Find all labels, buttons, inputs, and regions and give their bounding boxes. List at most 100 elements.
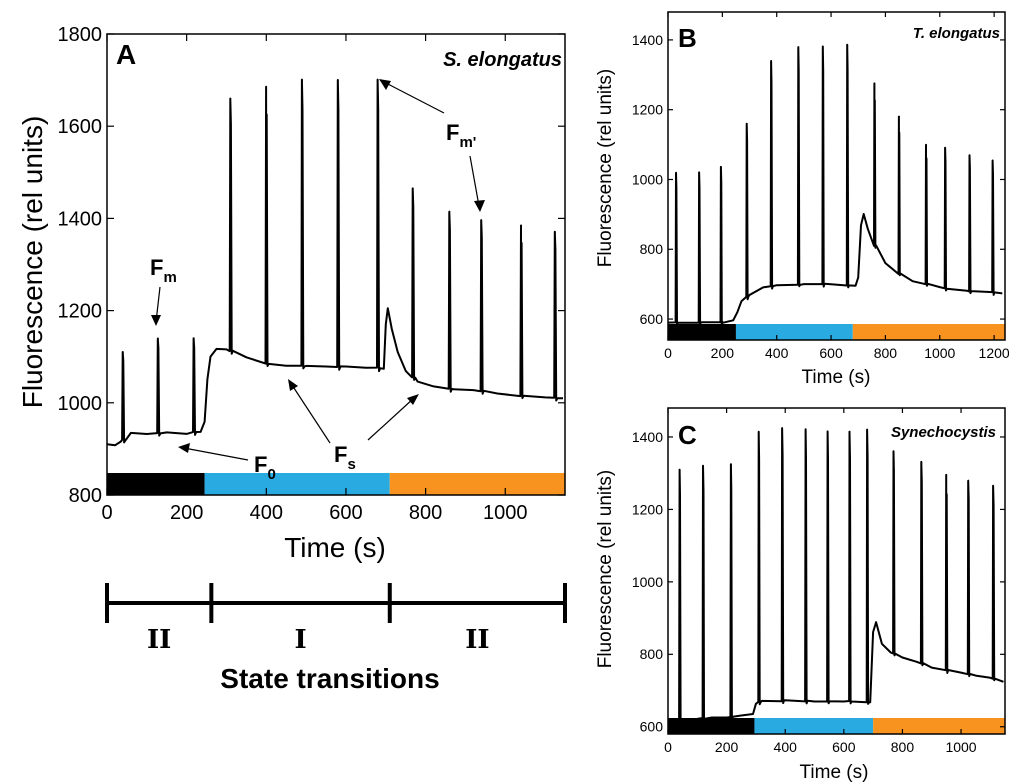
panel-b-trace <box>667 43 1003 327</box>
panel-b-letter: B <box>678 23 697 53</box>
panel-a-ytick-label-5: 1800 <box>58 24 103 46</box>
panel-a-spike-8 <box>412 187 414 190</box>
panel-c-ytick-label-3: 1200 <box>632 501 663 517</box>
panel-b-ytick-label-0: 600 <box>640 311 664 327</box>
panel-b-spike-12 <box>968 154 971 156</box>
panel-c-xtick-label-1: 200 <box>715 739 739 755</box>
panel-a-xtick-label-2: 400 <box>250 502 283 524</box>
panel-a-frame <box>106 33 566 496</box>
state-transitions-label: State transitions <box>220 663 439 694</box>
panel-a-xtick-label-5: 1000 <box>483 502 528 524</box>
panel-b-spike-13 <box>991 159 994 162</box>
panel-c-xtick-label-0: 0 <box>664 739 672 755</box>
panel-a-ytick-label-2: 1200 <box>58 301 103 323</box>
panel-c-spike-3 <box>758 430 760 433</box>
panel-b-spike-2 <box>720 166 722 169</box>
panel-a-xtick-label-3: 600 <box>329 502 362 524</box>
panel-b-xtick-label-4: 800 <box>874 345 898 361</box>
panel-c-xlabel: Time (s) <box>800 762 869 783</box>
panel-c-spike-9 <box>892 450 895 453</box>
panel-a-xtick-label-1: 200 <box>170 502 203 524</box>
fs-arrow-2 <box>367 397 415 441</box>
panel-b-spike-9 <box>898 115 900 118</box>
state-label-1: I <box>294 625 306 655</box>
panel-b-title: T. elongatus <box>913 25 1000 42</box>
panel-a-spike-4 <box>265 86 268 88</box>
fmp-arrowhead-2 <box>474 200 485 212</box>
panel-b-xtick-label-2: 400 <box>765 345 789 361</box>
panel-a-ytick-label-1: 1000 <box>58 393 103 415</box>
panel-a-xlabel: Time (s) <box>284 532 386 563</box>
panel-a-spike-6 <box>337 79 339 81</box>
panel-b-ytick-label-1: 800 <box>640 241 664 257</box>
panel-c-spike-12 <box>967 479 970 482</box>
panel-b-xtick-label-6: 1200 <box>979 345 1009 361</box>
fmp-arrowhead-1 <box>379 79 391 90</box>
panel-b-spike-10 <box>925 143 927 146</box>
panel-a-xtick-label-0: 0 <box>101 502 112 524</box>
fm-arrowhead <box>151 315 161 326</box>
fmp-arrow-2 <box>469 155 480 207</box>
panel-b-spike-0 <box>675 171 677 174</box>
f0-arrow <box>183 447 249 461</box>
panel-c-spike-6 <box>826 430 829 433</box>
panel-c-xtick-label-4: 800 <box>891 739 915 755</box>
panel-c-spike-7 <box>848 430 851 433</box>
panel-b-xtick-label-1: 200 <box>711 345 735 361</box>
panel-c-light-bar-2 <box>873 718 1005 734</box>
fs-arrow-1 <box>291 384 331 444</box>
fs-arrowhead-1 <box>288 379 298 391</box>
panel-c-light-bar-1 <box>754 718 874 734</box>
state-transitions: State transitions II I II <box>105 583 567 694</box>
panel-c-xtick-label-3: 600 <box>832 739 856 755</box>
state-label-2: II <box>465 625 489 655</box>
fmp-arrow-1 <box>383 81 445 114</box>
panel-b-light-bar-2 <box>852 324 1005 340</box>
panel-a-light-bar-0 <box>107 473 205 495</box>
fm-label: Fm <box>150 255 177 286</box>
panel-b-ylabel: Fluorescence (rel units) <box>595 69 616 268</box>
panel-c-spike-1 <box>702 465 704 467</box>
panel-b: B T. elongatus Time (s) Fluorescence (re… <box>595 11 1009 388</box>
panel-a-spike-12 <box>554 231 556 234</box>
fs-label: Fs <box>334 442 356 473</box>
panel-c-letter: C <box>678 420 697 450</box>
panel-a-spike-11 <box>520 224 522 227</box>
panel-b-spike-3 <box>746 122 748 125</box>
fs-arrowhead-2 <box>407 394 419 405</box>
panel-b-xtick-label-0: 0 <box>664 345 672 361</box>
panel-a-ytick-label-0: 800 <box>69 485 102 507</box>
panel-c-ytick-label-2: 1000 <box>632 574 663 590</box>
panel-c-ytick-label-0: 600 <box>640 719 664 735</box>
panel-c-spike-8 <box>866 428 869 431</box>
panel-c-spike-13 <box>992 485 995 487</box>
panel-c: C Synechocystis Time (s) Fluorescence (r… <box>595 407 1006 783</box>
panel-b-spike-4 <box>770 60 773 62</box>
panel-b-frame <box>667 11 1006 341</box>
panel-c-light-bar-0 <box>668 718 755 734</box>
panel-b-xlabel: Time (s) <box>802 367 871 388</box>
panel-a-spike-1 <box>157 337 159 340</box>
panel-c-trace <box>667 427 1004 723</box>
panel-b-light-bar-0 <box>668 324 736 340</box>
panel-a-spike-0 <box>122 351 124 353</box>
f0-label: F0 <box>254 452 276 483</box>
panel-b-ytick-label-3: 1200 <box>632 102 663 118</box>
panel-a-xtick-label-4: 800 <box>409 502 442 524</box>
panel-a-title: S. elongatus <box>443 49 562 71</box>
panel-b-spike-1 <box>698 171 701 174</box>
panel-c-spike-4 <box>781 427 784 429</box>
panel-c-title: Synechocystis <box>891 424 996 441</box>
panel-b-light-bar-1 <box>735 324 853 340</box>
panel-c-ylabel: Fluorescence (rel units) <box>595 470 616 669</box>
panel-a-letter: A <box>116 39 136 70</box>
panel-c-xtick-label-5: 1000 <box>945 739 976 755</box>
panel-a-ytick-label-3: 1400 <box>58 208 103 230</box>
panel-b-spike-5 <box>797 46 800 48</box>
panel-b-ytick-label-4: 1400 <box>632 32 663 48</box>
panel-a-trace <box>106 78 564 447</box>
panel-c-spike-10 <box>920 461 923 464</box>
panel-b-spike-11 <box>944 147 947 149</box>
panel-a-ytick-label-4: 1600 <box>58 116 103 138</box>
